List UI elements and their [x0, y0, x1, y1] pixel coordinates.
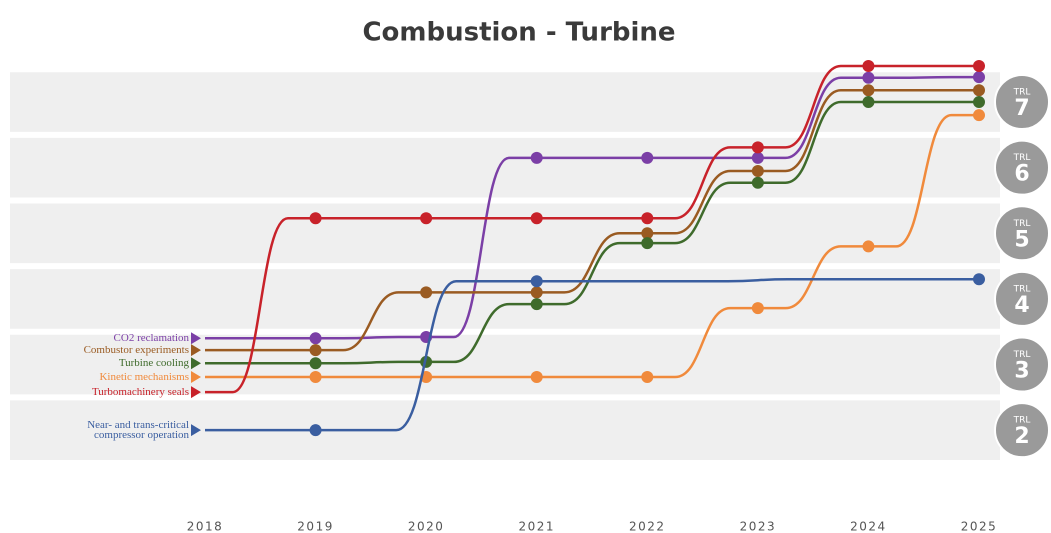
y-tick-label: 2 [1014, 424, 1029, 449]
point [862, 71, 875, 84]
y-tick-label: 3 [1014, 359, 1029, 384]
start-arrow [191, 357, 201, 370]
point [530, 298, 543, 311]
series-label: Turbomachinery seals [91, 386, 189, 399]
point [309, 212, 322, 225]
point [751, 302, 764, 315]
trl-prefix: TRL [1013, 153, 1031, 163]
x-tick-label: 2025 [961, 520, 998, 533]
point [641, 151, 654, 164]
point [751, 164, 764, 177]
trl-badge [994, 139, 1050, 196]
point [973, 84, 985, 97]
point [309, 424, 322, 437]
start-arrow [191, 386, 201, 399]
trl-badge [994, 336, 1050, 393]
series-label: Turbine cooling [118, 357, 189, 370]
y-tick-label: 6 [1014, 162, 1029, 187]
y-tick-label: 5 [1014, 227, 1029, 252]
point [751, 151, 764, 164]
series-label: CO2 reclamation [113, 332, 189, 345]
x-tick-label: 2019 [297, 520, 334, 533]
point [530, 286, 543, 299]
point [862, 59, 875, 72]
point [973, 273, 985, 286]
band [10, 400, 1000, 460]
band [10, 334, 1000, 395]
series-line [205, 64, 979, 394]
point [973, 109, 985, 122]
point [973, 71, 985, 84]
x-tick-label: 2023 [740, 520, 777, 533]
band [10, 203, 1000, 264]
trl-prefix: TRL [1013, 284, 1031, 294]
series-label: Combustor experiments [83, 344, 189, 357]
series-line [205, 88, 979, 352]
trl-prefix: TRL [1013, 88, 1031, 98]
x-tick-label: 2024 [850, 520, 887, 533]
series-line [205, 100, 979, 365]
point [641, 371, 654, 384]
point [530, 275, 543, 288]
point [530, 151, 543, 164]
point [309, 344, 322, 357]
series-line [205, 113, 979, 379]
trl-badge [994, 205, 1050, 262]
chart-title: Combustion - Turbine [362, 18, 675, 48]
point [530, 371, 543, 384]
point [641, 237, 654, 250]
trl-prefix: TRL [1013, 416, 1031, 426]
x-tick-label: 2018 [187, 520, 224, 533]
point [309, 357, 322, 370]
start-arrow [191, 424, 201, 437]
series-label: Near- and trans-critical compressor oper… [87, 419, 189, 442]
trl-badge [994, 402, 1050, 459]
series-label: Kinetic mechanisms [99, 371, 189, 384]
start-arrow [191, 371, 201, 384]
x-tick-label: 2022 [629, 520, 666, 533]
point [309, 332, 322, 345]
trl-badge [994, 270, 1050, 327]
point [973, 59, 985, 72]
trl-prefix: TRL [1013, 350, 1031, 360]
band [10, 137, 1000, 198]
trl-badge [994, 74, 1050, 131]
point [420, 286, 433, 299]
point [751, 176, 764, 189]
x-tick-label: 2021 [518, 520, 555, 533]
point [862, 84, 875, 97]
point [973, 96, 985, 109]
point [309, 371, 322, 384]
point [862, 240, 875, 253]
x-tick-label: 2020 [408, 520, 445, 533]
point [641, 212, 654, 225]
y-tick-label: 7 [1014, 96, 1029, 121]
trl-prefix: TRL [1013, 219, 1031, 229]
bands [10, 72, 1000, 460]
point [641, 227, 654, 240]
point [751, 141, 764, 154]
point [420, 212, 433, 225]
series-line [205, 277, 979, 432]
y-tick-label: 4 [1014, 293, 1029, 318]
point [862, 96, 875, 109]
start-arrow [191, 344, 201, 357]
series-line [205, 75, 979, 340]
start-arrow [191, 332, 201, 345]
point [530, 212, 543, 225]
